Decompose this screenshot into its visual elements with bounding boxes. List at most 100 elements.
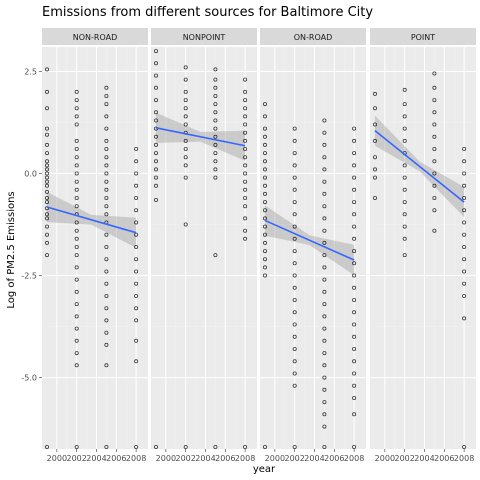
data-point [462, 195, 467, 200]
data-point [183, 163, 188, 168]
data-point [322, 326, 327, 331]
data-point [104, 342, 109, 347]
data-point [153, 159, 158, 164]
data-point [262, 114, 267, 119]
data-point [213, 102, 218, 107]
data-point [243, 146, 248, 151]
data-point [104, 204, 109, 209]
x-tick-label: 2000 [375, 454, 395, 463]
data-point [104, 138, 109, 143]
data-point [292, 383, 297, 388]
data-point [322, 142, 327, 147]
data-point [134, 359, 139, 364]
data-point [432, 183, 437, 188]
data-point [292, 285, 297, 290]
data-point [262, 216, 267, 221]
data-point [432, 71, 437, 76]
data-point [104, 155, 109, 160]
data-point [352, 310, 357, 315]
data-point [134, 195, 139, 200]
data-point [402, 114, 407, 119]
data-point [262, 265, 267, 270]
trend-line [374, 130, 465, 203]
data-point [74, 444, 79, 449]
data-point [213, 444, 218, 449]
data-point [402, 138, 407, 143]
data-point [153, 49, 158, 54]
data-point [262, 208, 267, 213]
data-point [292, 126, 297, 131]
data-point [45, 163, 50, 168]
data-point [74, 253, 79, 258]
data-point [292, 212, 297, 217]
data-point [183, 89, 188, 94]
data-point [322, 228, 327, 233]
data-point [462, 257, 467, 262]
data-point [183, 114, 188, 119]
data-point [213, 142, 218, 147]
data-point [352, 212, 357, 217]
panel-background [42, 47, 148, 449]
data-point [183, 122, 188, 127]
data-point [213, 77, 218, 82]
x-tick-label: 2008 [344, 454, 364, 463]
data-point [462, 146, 467, 151]
data-point [432, 171, 437, 176]
data-point [372, 195, 377, 200]
y-axis: 2.5 0.0 -2.5 -5.0 [21, 67, 42, 383]
data-point [322, 444, 327, 449]
data-point [104, 444, 109, 449]
x-tick-label: 2006 [324, 454, 344, 463]
data-point [243, 228, 248, 233]
data-point [134, 257, 139, 262]
x-tick-label: 2004 [304, 454, 324, 463]
data-point [74, 314, 79, 319]
data-point [45, 132, 50, 137]
data-point [352, 126, 357, 131]
data-point [352, 249, 357, 254]
data-point [292, 151, 297, 156]
data-point [45, 183, 50, 188]
facet-strip [370, 28, 476, 45]
data-point [153, 183, 158, 188]
data-point [352, 273, 357, 278]
x-tick-label: 2002 [284, 454, 304, 463]
data-point [104, 102, 109, 107]
data-point [45, 106, 50, 111]
panel-point: POINT 2000 2002 2004 2006 2008 [370, 28, 476, 463]
data-point [352, 334, 357, 339]
data-point [104, 330, 109, 335]
data-point [322, 240, 327, 245]
data-point [104, 146, 109, 151]
data-point [402, 253, 407, 258]
data-point [352, 236, 357, 241]
data-point [45, 159, 50, 164]
data-point [352, 224, 357, 229]
data-point [292, 322, 297, 327]
data-point [352, 395, 357, 400]
x-tick-label: 2006 [215, 454, 235, 463]
data-point [213, 118, 218, 123]
data-point [104, 293, 109, 298]
data-point [45, 179, 50, 184]
data-point [104, 171, 109, 176]
data-point [292, 163, 297, 168]
data-point [322, 191, 327, 196]
data-point [432, 195, 437, 200]
data-point [213, 94, 218, 99]
data-point [292, 371, 297, 376]
data-point [213, 67, 218, 72]
facet-strip [260, 28, 366, 45]
data-point [74, 155, 79, 160]
data-point [134, 146, 139, 151]
data-point [74, 204, 79, 209]
data-point [74, 122, 79, 127]
data-point [262, 249, 267, 254]
x-tick-label: 2008 [454, 454, 474, 463]
data-point [292, 261, 297, 266]
data-point [213, 167, 218, 172]
data-point [402, 87, 407, 92]
data-point [402, 236, 407, 241]
data-point [262, 232, 267, 237]
data-point [213, 126, 218, 131]
